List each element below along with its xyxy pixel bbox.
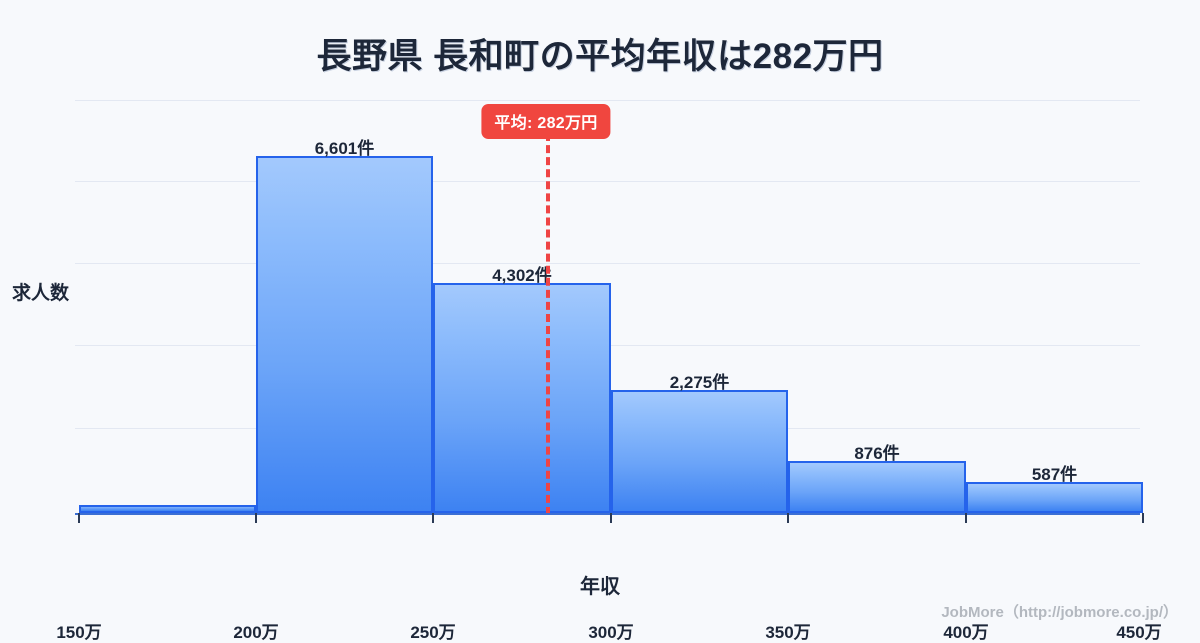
x-axis-title: 年収 xyxy=(580,576,620,598)
x-axis-line xyxy=(75,513,1140,515)
y-axis-title: 求人数 xyxy=(12,283,70,304)
bar-label-200-250: 6,601件 xyxy=(314,139,375,158)
x-tick-label-200: 200万 xyxy=(233,623,279,642)
x-tick xyxy=(610,513,612,523)
x-tick-label-250: 250万 xyxy=(410,623,456,642)
x-tick-label-150: 150万 xyxy=(56,623,102,642)
x-tick-label-300: 300万 xyxy=(588,623,634,642)
bar-label-300-350: 2,275件 xyxy=(669,373,730,392)
chart-title: 長野県 長和町の平均年収は282万円 xyxy=(316,37,884,76)
bar-200-250[interactable] xyxy=(256,156,433,513)
gridline xyxy=(75,263,1140,264)
bar-label-400-450: 587件 xyxy=(1031,465,1078,484)
bar-250-300[interactable] xyxy=(433,283,611,513)
plot-area: 6,601件 4,302件 2,275件 876件 587件 平均: 282万円… xyxy=(56,99,1162,642)
x-tick xyxy=(255,513,257,523)
average-line xyxy=(546,133,550,515)
gridline xyxy=(75,181,1140,182)
x-tick xyxy=(432,513,434,523)
gridline xyxy=(75,100,1140,101)
bar-300-350[interactable] xyxy=(611,390,788,513)
x-tick xyxy=(787,513,789,523)
bar-label-350-400: 876件 xyxy=(854,444,900,463)
average-badge: 平均: 282万円 xyxy=(481,104,611,139)
x-tick-label-350: 350万 xyxy=(765,623,811,642)
bar-150-200[interactable] xyxy=(79,505,256,513)
x-tick xyxy=(965,513,967,523)
bar-label-250-300: 4,302件 xyxy=(492,266,552,285)
bar-350-400[interactable] xyxy=(788,461,966,513)
chart-container: 長野県 長和町の平均年収は282万円 6,601件 4,302件 2,275件 … xyxy=(12,37,1178,642)
x-tick xyxy=(1142,513,1144,523)
watermark: JobMore（http://jobmore.co.jp/） xyxy=(941,604,1178,621)
x-tick xyxy=(78,513,80,523)
bar-400-450[interactable] xyxy=(966,482,1143,513)
